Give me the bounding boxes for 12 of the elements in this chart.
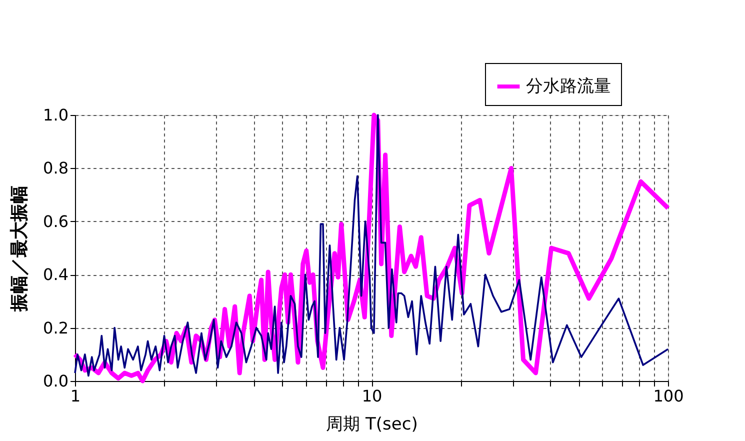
y-tick-label: 0.2 bbox=[43, 318, 68, 338]
y-tick-label: 1.0 bbox=[43, 106, 68, 124]
y-tick-label: 0.6 bbox=[43, 212, 68, 231]
legend-label: 分水路流量 bbox=[526, 76, 611, 96]
y-tick-label: 0.4 bbox=[43, 265, 68, 284]
y-tick-label: 0.8 bbox=[43, 158, 68, 178]
x-axis-title: 周期 T(sec) bbox=[326, 414, 418, 434]
x-tick-label: 10 bbox=[362, 386, 382, 406]
x-tick-label: 1 bbox=[70, 386, 81, 406]
y-axis-title: 振幅／最大振幅 bbox=[9, 186, 30, 312]
x-tick-label: 100 bbox=[653, 386, 684, 406]
y-tick-label: 0.0 bbox=[43, 372, 68, 390]
